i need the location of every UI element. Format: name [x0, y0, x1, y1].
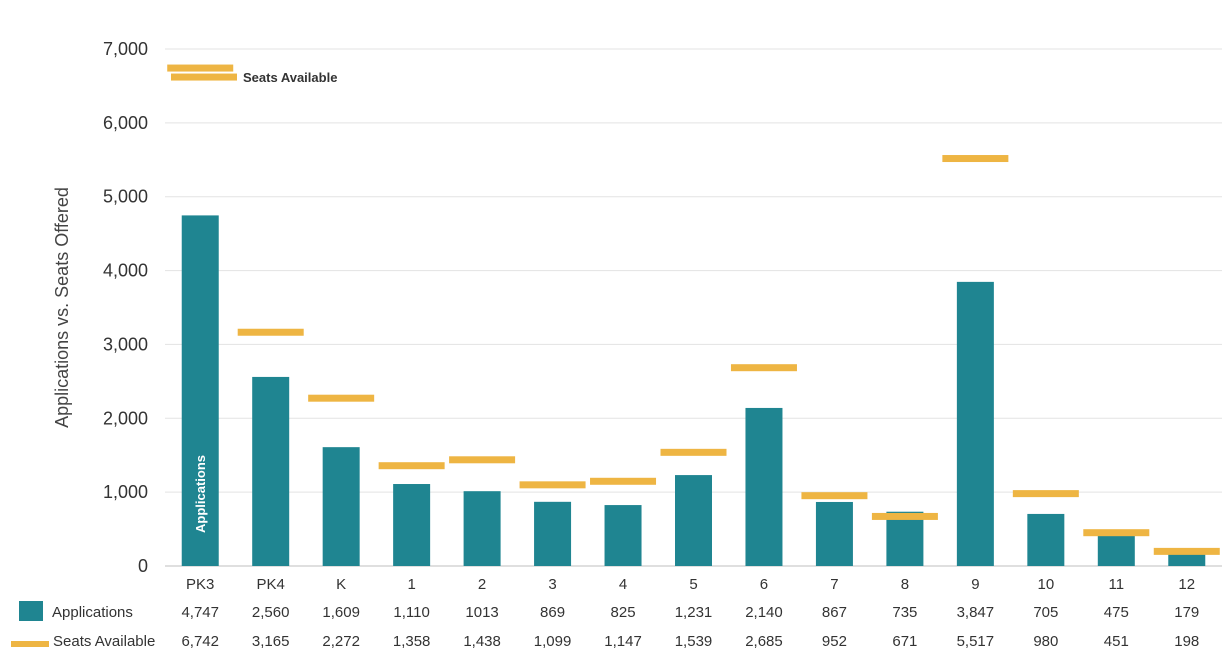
- table-cell: 867: [822, 604, 847, 621]
- table-cell: 1,358: [393, 633, 431, 650]
- y-tick-label: 0: [138, 556, 148, 576]
- table-cell: 735: [892, 604, 917, 621]
- seat-marker-9: [942, 155, 1009, 163]
- seat-marker-5: [660, 448, 727, 456]
- bar-11: [1097, 530, 1135, 566]
- table-cell: 4,747: [181, 604, 219, 621]
- x-tick-label: K: [336, 576, 346, 593]
- seat-marker-K: [308, 394, 375, 402]
- bar-9: [956, 281, 994, 566]
- seat-marker-1: [378, 462, 445, 470]
- table-cell: 1013: [465, 604, 498, 621]
- x-tick-label: PK4: [257, 576, 285, 593]
- table-cell: 1,539: [675, 633, 713, 650]
- bar-6: [745, 407, 783, 566]
- x-tick-label: 4: [619, 576, 627, 593]
- table-cell: 179: [1174, 604, 1199, 621]
- applications-bar-annotation: Applications: [193, 455, 208, 533]
- x-tick-label: 7: [830, 576, 838, 593]
- seat-marker-7: [801, 492, 868, 500]
- table-cell: 198: [1174, 633, 1199, 650]
- table-cell: 5,517: [957, 633, 995, 650]
- table-cell: 3,847: [957, 604, 995, 621]
- table-cell: 1,438: [463, 633, 501, 650]
- x-tick-label: 9: [971, 576, 979, 593]
- bar-3: [534, 501, 572, 566]
- legend-series-name: Seats Available: [53, 633, 155, 650]
- bar-4: [604, 505, 642, 566]
- table-cell: 475: [1104, 604, 1129, 621]
- bar-12: [1168, 552, 1206, 566]
- seat-marker-PK4: [237, 328, 304, 336]
- table-cell: 1,609: [322, 604, 360, 621]
- y-tick-label: 2,000: [103, 408, 148, 428]
- x-tick-label: 6: [760, 576, 768, 593]
- bar-5: [675, 475, 712, 566]
- x-axis-ticks: PK3 PK4 K 1 2 3 4 5 6 7 8 9 10 11 12: [186, 576, 1195, 593]
- table-cell: 1,099: [534, 633, 572, 650]
- bar-7: [815, 501, 853, 566]
- table-cell: 2,685: [745, 633, 783, 650]
- x-tick-label: 2: [478, 576, 486, 593]
- y-tick-label: 3,000: [103, 334, 148, 354]
- table-cell: 2,272: [322, 633, 360, 650]
- y-tick-label: 4,000: [103, 261, 148, 281]
- x-tick-label: 3: [548, 576, 556, 593]
- legend-series-name: Applications: [52, 604, 133, 621]
- y-axis-ticks: 0 1,000 2,000 3,000 4,000 5,000 6,000 7,000: [103, 39, 148, 576]
- seat-marker-12: [1153, 547, 1220, 555]
- bar-1: [393, 484, 431, 566]
- x-tick-label: 11: [1109, 576, 1125, 593]
- table-cell: 980: [1033, 633, 1058, 650]
- x-tick-label: 5: [689, 576, 697, 593]
- seat-marker-10: [1012, 490, 1079, 498]
- seat-marker-8: [871, 512, 938, 520]
- x-tick-label: PK3: [186, 576, 214, 593]
- y-tick-label: 1,000: [103, 482, 148, 502]
- gridlines: [165, 48, 1222, 493]
- table-cell: 1,231: [675, 604, 713, 621]
- seats-available-annotation-text: Seats Available: [243, 70, 337, 85]
- table-cell: 671: [892, 633, 917, 650]
- table-cell: 2,140: [745, 604, 783, 621]
- seat-marker-PK3: [167, 64, 234, 72]
- bar-2: [463, 491, 501, 566]
- table-cell: 705: [1033, 604, 1058, 621]
- bar-PK3: [181, 215, 219, 566]
- legend-swatch-applications: [19, 601, 43, 621]
- seats-available-annotation-marker: [171, 73, 237, 81]
- seat-marker-2: [449, 456, 516, 464]
- table-cell: 2,560: [252, 604, 290, 621]
- seat-marker-3: [519, 481, 586, 489]
- legend-swatch-seats: [11, 641, 49, 647]
- x-tick-label: 1: [407, 576, 415, 593]
- y-axis-label: Applications vs. Seats Offered: [52, 187, 72, 428]
- table-cell: 1,110: [393, 604, 429, 621]
- table-cell: 869: [540, 604, 565, 621]
- bar-PK4: [252, 376, 290, 566]
- x-tick-label: 10: [1037, 576, 1054, 593]
- table-cell: 6,742: [181, 633, 219, 650]
- seat-marker-4: [590, 477, 657, 485]
- table-cell: 3,165: [252, 633, 290, 650]
- table-cell: 1,147: [604, 633, 642, 650]
- seat-marker-11: [1083, 529, 1150, 537]
- y-tick-label: 6,000: [103, 113, 148, 133]
- x-tick-label: 12: [1178, 576, 1195, 593]
- data-table: Applications 4,747 2,560 1,609 1,110 1013 869 8…: [11, 601, 1199, 650]
- bar-10: [1027, 513, 1065, 566]
- seats-available-annotation: Seats Available: [171, 70, 337, 85]
- table-cell: 451: [1104, 633, 1129, 650]
- table-cell: 952: [822, 633, 847, 650]
- application-bars: [181, 215, 1206, 566]
- y-tick-label: 5,000: [103, 187, 148, 207]
- seats-available-markers: [167, 64, 1220, 555]
- seat-marker-6: [730, 364, 797, 372]
- y-tick-label: 7,000: [103, 39, 148, 59]
- bar-K: [322, 447, 360, 566]
- table-cell: 825: [611, 604, 636, 621]
- x-tick-label: 8: [901, 576, 909, 593]
- bar-8: [886, 511, 924, 566]
